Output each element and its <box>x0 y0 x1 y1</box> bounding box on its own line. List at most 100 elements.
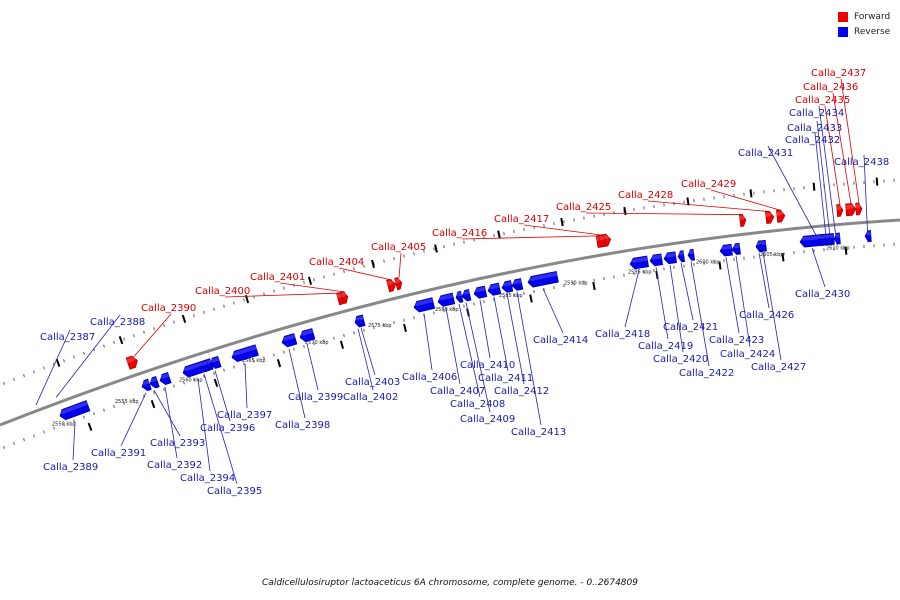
gene-label: Calla_2394 <box>180 473 235 484</box>
gene-label: Calla_2412 <box>494 386 549 397</box>
track-dot <box>373 326 375 330</box>
major-tick <box>403 323 407 333</box>
leader-line <box>458 303 481 398</box>
gene-highlight <box>413 298 434 306</box>
track-dot <box>773 189 775 193</box>
gene-label: Calla_2427 <box>751 362 806 373</box>
leader-line <box>203 373 238 485</box>
gene-label: Calla_2401 <box>250 272 305 283</box>
kbp-tick-label: 2595 kbp <box>628 270 652 276</box>
gene-label: Calla_2408 <box>450 399 505 410</box>
track-dot <box>192 314 196 318</box>
track-dot <box>753 255 755 259</box>
gene-calla-2390 <box>125 355 138 370</box>
track-dot <box>32 434 36 438</box>
gene-highlight <box>126 357 137 364</box>
track-dot <box>473 302 475 306</box>
gene-highlight <box>845 204 856 210</box>
track-dot <box>333 336 335 340</box>
track-dot <box>202 310 206 315</box>
track-dot <box>453 242 455 246</box>
track-dot <box>513 229 515 234</box>
gene-calla-2398 <box>281 333 298 348</box>
reverse-gene-glyph <box>437 292 456 307</box>
gene-label: Calla_2400 <box>195 286 250 297</box>
gene-calla-2389 <box>59 400 91 421</box>
track-dot <box>563 220 565 224</box>
major-tick <box>150 399 156 409</box>
gene-shapes <box>59 202 872 421</box>
track-dot <box>893 178 895 182</box>
major-tick <box>276 358 282 368</box>
track-dot <box>413 316 415 320</box>
figure-caption: Caldicellulosiruptor lactoaceticus 6A ch… <box>262 578 638 588</box>
gene-calla-2407 <box>437 292 456 307</box>
major-tick <box>497 230 501 239</box>
gene-highlight <box>386 280 396 286</box>
track-dot <box>713 196 715 200</box>
gene-highlight <box>687 249 694 255</box>
gene-calla-2411 <box>487 282 502 296</box>
reverse-gene-glyph <box>687 248 696 261</box>
gene-label: Calla_2437 <box>811 68 866 79</box>
track-dot <box>232 365 236 369</box>
kbp-tick-label: 2590 kbp <box>564 280 588 286</box>
track-dot <box>313 278 315 282</box>
leader-line <box>863 154 869 243</box>
gene-calla-2420 <box>663 251 678 265</box>
reverse-gene-glyph <box>511 278 524 291</box>
track-dot <box>593 278 595 282</box>
gene-label: Calla_2395 <box>207 486 262 497</box>
major-tick <box>434 244 438 253</box>
major-tick <box>118 335 124 345</box>
forward-gene-glyph <box>845 203 857 217</box>
gene-calla-2437 <box>855 202 863 216</box>
track-dot <box>613 211 615 215</box>
reverse-gene-glyph <box>663 251 678 265</box>
track-dot <box>703 261 705 265</box>
leader-line <box>153 389 181 437</box>
gene-highlight <box>299 329 314 336</box>
track-dot <box>723 259 725 263</box>
genome-axis <box>0 218 900 427</box>
track-dot <box>493 233 495 238</box>
gene-label: Calla_2418 <box>595 329 650 340</box>
track-dot <box>653 268 655 273</box>
leader-line <box>680 262 694 321</box>
track-dot <box>543 223 545 228</box>
gene-highlight <box>776 211 785 216</box>
reverse-gene-glyph <box>299 328 316 343</box>
leader-line <box>840 78 860 204</box>
kbp-tick-label: 2585 kbp <box>499 293 523 299</box>
track-dot <box>743 256 745 260</box>
kbp-tick-label: 2570 kbp <box>305 340 329 346</box>
forward-gene-glyph <box>836 204 844 217</box>
track-dot <box>212 307 216 311</box>
track-dot <box>122 401 126 405</box>
track-dot <box>803 186 805 190</box>
reverse-gene-glyph <box>461 289 472 302</box>
reverse-gene-glyph <box>719 243 733 257</box>
track-dot <box>603 276 605 281</box>
track-dot <box>102 408 106 412</box>
reverse-gene-glyph <box>827 233 835 245</box>
gene-calla-2421 <box>677 250 686 263</box>
track-dot <box>12 441 16 446</box>
gene-label: Calla_2430 <box>795 289 850 300</box>
gene-highlight <box>799 234 824 241</box>
gene-label: Calla_2425 <box>556 202 611 213</box>
leader-line <box>818 105 838 245</box>
gene-highlight <box>823 234 830 239</box>
gene-label: Calla_2409 <box>460 414 515 425</box>
leader-line <box>120 392 147 447</box>
gene-calla-2393 <box>149 375 160 389</box>
track-dot <box>2 445 6 450</box>
track-dot <box>132 397 136 402</box>
gene-label: Calla_2407 <box>430 386 485 397</box>
reverse-gene-glyph <box>799 233 825 248</box>
gene-highlight <box>231 345 257 356</box>
forward-label: Forward <box>854 11 891 22</box>
track-dot <box>853 245 855 249</box>
track-dot <box>883 179 885 183</box>
kbp-ticks: 2550 kbp 2555 kbp 2560 kbp 2565 kbp 2570 kbp… <box>52 246 850 428</box>
